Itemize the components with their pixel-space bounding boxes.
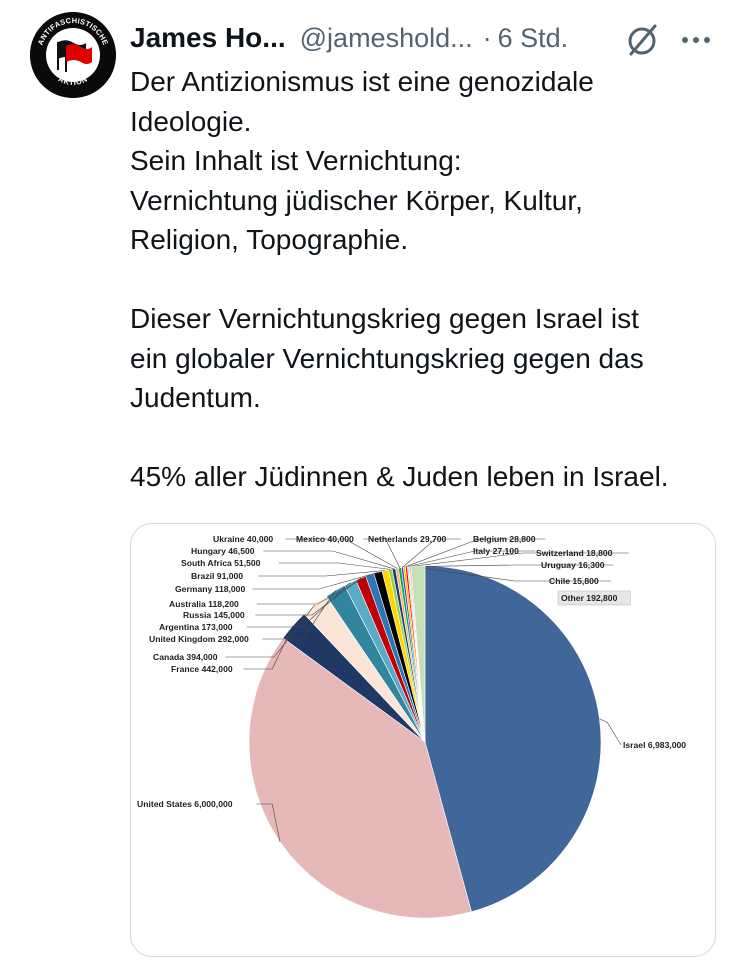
leader-line <box>252 572 379 590</box>
data-label-other: Other 192,800 <box>561 593 618 603</box>
author-handle[interactable]: @jameshold... <box>299 22 473 53</box>
leader-line <box>410 566 612 582</box>
leader-line <box>404 538 546 568</box>
tweet-header: James Ho... @jameshold... · 6 Std. <box>130 18 730 58</box>
avatar[interactable]: ANTIFASCHISTISCHE AKTION <box>30 12 116 98</box>
data-label-italy: Italy 27,100 <box>473 546 519 556</box>
leader-line <box>256 803 281 842</box>
text-line: Der Antizionismus ist eine genozidale <box>130 66 594 97</box>
timestamp[interactable]: 6 Std. <box>497 22 569 53</box>
data-label-argentina: Argentina 173,000 <box>159 622 233 632</box>
data-label-chile: Chile 15,800 <box>549 576 599 586</box>
antifa-logo: ANTIFASCHISTISCHE AKTION <box>30 12 116 98</box>
text-line: Vernichtung jüdischer Körper, Kultur, <box>130 184 583 216</box>
tweet-media-chart[interactable]: Israel 6,983,000 United States 6,000,000 F… <box>130 523 716 957</box>
text-line: ein globaler Vernichtungskrieg gegen das <box>130 342 644 374</box>
data-label-russia: Russia 145,000 <box>183 610 245 620</box>
grok-icon[interactable] <box>622 20 662 60</box>
leader-line <box>278 562 391 570</box>
leader-line <box>409 564 614 567</box>
text-line: Ideologie. <box>130 105 252 137</box>
text-line: 45% aller Jüdinnen & Juden leben in Isra… <box>130 461 669 492</box>
data-label-united-kingdom: United Kingdom 292,000 <box>149 634 249 644</box>
label-box <box>557 590 631 606</box>
leader-line <box>408 552 629 568</box>
leader-line <box>402 538 461 568</box>
leader-line <box>256 574 370 605</box>
data-label-mexico: Mexico 40,000 <box>296 534 354 544</box>
data-label-hungary: Hungary 46,500 <box>191 546 255 556</box>
leader-line <box>406 550 536 568</box>
leader-line <box>263 550 394 570</box>
pie-chart: Israel 6,983,000 United States 6,000,000 F… <box>137 534 686 919</box>
text-line: Sein Inhalt ist Vernichtung: <box>130 145 462 176</box>
leader-line <box>599 718 622 746</box>
data-label-switzerland: Switzerland 18,800 <box>536 548 613 558</box>
data-label-uruguay: Uruguay 16,300 <box>541 560 605 570</box>
data-label-israel: Israel 6,983,000 <box>623 740 686 750</box>
leader-line <box>255 577 361 616</box>
data-label-germany: Germany 118,000 <box>175 584 245 594</box>
leader-line <box>225 604 316 658</box>
pie-slice-united-states <box>248 637 472 919</box>
separator-dot: · <box>482 22 492 53</box>
text-line: Judentum. <box>130 382 261 413</box>
data-label-australia: Australia 118,200 <box>169 599 239 609</box>
svg-text:AKTION: AKTION <box>57 74 89 87</box>
leader-line <box>363 538 401 568</box>
data-label-canada: Canada 394,000 <box>153 652 218 662</box>
data-label-netherlands: Netherlands 29,700 <box>368 534 447 544</box>
leader-line <box>243 625 294 670</box>
data-label-brazil: Brazil 91,000 <box>191 571 243 581</box>
text-line: Religion, Topographie. <box>130 224 409 255</box>
pie-slice-other <box>410 565 426 743</box>
more-icon[interactable] <box>676 20 716 60</box>
data-label-belgium: Belgium 28,800 <box>473 534 536 544</box>
author-name[interactable]: James Ho... <box>130 22 286 53</box>
data-label-ukraine: Ukraine 40,000 <box>213 534 273 544</box>
data-label-united-states: United States 6,000,000 <box>137 799 233 809</box>
leader-line <box>258 570 386 577</box>
leader-line <box>246 582 351 628</box>
tweet-text: Der Antizionismus ist eine genozidale Id… <box>130 62 730 497</box>
text-line: Dieser Vernichtungskrieg gegen Israel is… <box>130 303 639 334</box>
data-label-south-africa: South Africa 51,500 <box>181 558 261 568</box>
data-label-france: France 442,000 <box>171 664 233 674</box>
leader-line <box>285 538 398 569</box>
